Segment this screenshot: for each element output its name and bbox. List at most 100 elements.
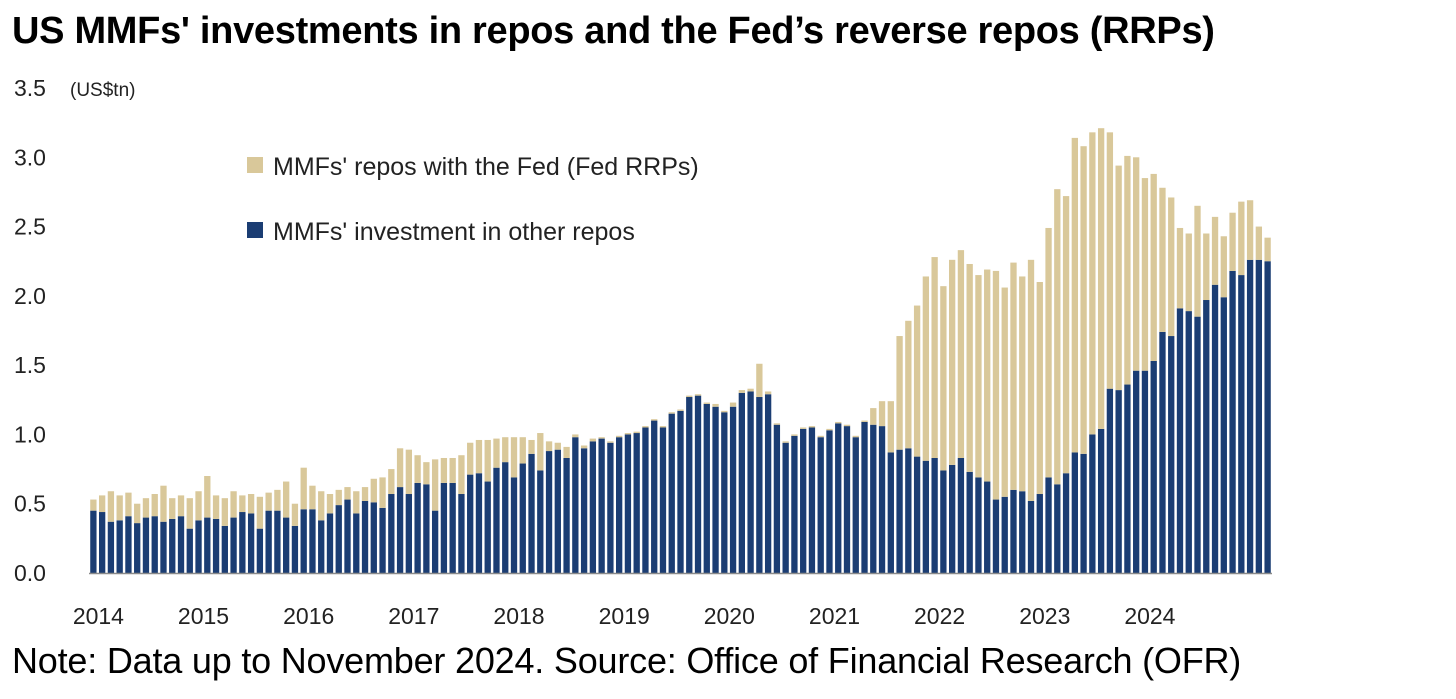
bar-fed-rrp [747, 388, 754, 392]
bar-other-repos [449, 482, 456, 573]
bar-fed-rrp [870, 408, 877, 425]
bar-other-repos [1246, 259, 1254, 573]
bar-other-repos [747, 391, 754, 573]
x-tick-label: 2014 [73, 603, 124, 629]
x-tick-label: 2015 [178, 603, 229, 629]
bar-fed-rrp [694, 394, 702, 396]
legend-label-rrp: MMFs' repos with the Fed (Fed RRPs) [273, 153, 699, 181]
bar-other-repos [309, 509, 316, 573]
bar-other-repos [195, 520, 202, 573]
source-note: Note: Data up to November 2024. Source: … [12, 640, 1242, 681]
bar-other-repos [1106, 388, 1114, 573]
bar-other-repos [694, 395, 702, 573]
bar-fed-rrp [370, 478, 377, 503]
bar-other-repos [493, 467, 500, 573]
bar-fed-rrp [607, 441, 614, 443]
bar-other-repos [949, 464, 956, 573]
bar-fed-rrp [98, 495, 106, 513]
bar-other-repos [344, 499, 351, 573]
bar-other-repos [1019, 491, 1026, 573]
bar-fed-rrp [563, 446, 570, 458]
bar-fed-rrp [300, 467, 307, 510]
bar-fed-rrp [1133, 157, 1140, 371]
bar-fed-rrp [440, 457, 448, 483]
bar-other-repos [826, 430, 833, 573]
bar-other-repos [283, 517, 290, 573]
bar-other-repos [721, 412, 728, 573]
bar-fed-rrp [1097, 128, 1105, 429]
bar-other-repos [598, 438, 605, 573]
bar-other-repos [1185, 311, 1192, 573]
bar-fed-rrp [493, 438, 500, 468]
bar-fed-rrp [817, 435, 824, 438]
bar-other-repos [1097, 428, 1105, 573]
bar-fed-rrp [221, 498, 228, 526]
bar-fed-rrp [388, 469, 395, 495]
bar-other-repos [151, 516, 158, 573]
legend-swatch-other [247, 222, 263, 238]
bar-other-repos [1027, 500, 1035, 573]
bar-fed-rrp [773, 423, 781, 425]
bar-fed-rrp [1124, 155, 1131, 385]
y-tick-label: 2.0 [14, 283, 46, 309]
bar-other-repos [379, 507, 386, 573]
chart-title: US MMFs' investments in repos and the Fe… [12, 10, 1215, 52]
bar-fed-rrp [247, 494, 255, 514]
bar-fed-rrp [686, 395, 693, 398]
bar-fed-rrp [116, 495, 123, 521]
bar-other-repos [1264, 261, 1271, 573]
bar-other-repos [572, 437, 579, 573]
bar-fed-rrp [624, 433, 632, 435]
bar-other-repos [1054, 484, 1061, 573]
bar-fed-rrp [931, 257, 938, 458]
bar-other-repos [922, 460, 930, 573]
bar-fed-rrp [431, 459, 439, 511]
bar-fed-rrp [843, 424, 851, 427]
bar-other-repos [843, 426, 851, 573]
bar-other-repos [160, 521, 167, 573]
bar-fed-rrp [510, 437, 518, 478]
bar-other-repos [1159, 331, 1166, 573]
bar-fed-rrp [580, 445, 588, 449]
x-tick-label: 2022 [914, 603, 965, 629]
bar-other-repos [1089, 434, 1096, 573]
bar-fed-rrp [642, 426, 649, 428]
bar-fed-rrp [169, 498, 176, 519]
bar-fed-rrp [90, 499, 97, 511]
bar-other-repos [239, 512, 246, 573]
bar-fed-rrp [1010, 262, 1017, 490]
bar-other-repos [204, 517, 211, 573]
bar-other-repos [1071, 452, 1078, 573]
bar-other-repos [1124, 384, 1131, 573]
bar-other-repos [274, 510, 281, 573]
bar-other-repos [423, 484, 430, 573]
bar-fed-rrp [458, 455, 465, 495]
bar-fed-rrp [1194, 205, 1201, 317]
bar-fed-rrp [1027, 259, 1035, 501]
bar-fed-rrp [1203, 233, 1210, 301]
bar-fed-rrp [703, 402, 710, 404]
bar-fed-rrp [913, 305, 921, 457]
bar-other-repos [913, 456, 921, 573]
bar-other-repos [554, 449, 561, 573]
bar-other-repos [528, 453, 535, 573]
bar-other-repos [738, 392, 745, 573]
bar-other-repos [686, 397, 693, 573]
bar-other-repos [1141, 370, 1149, 573]
bar-other-repos [537, 470, 544, 573]
bar-fed-rrp [1220, 236, 1227, 298]
bar-other-repos [878, 426, 886, 573]
bar-other-repos [1001, 496, 1008, 573]
bar-fed-rrp [633, 431, 640, 434]
bar-other-repos [186, 528, 193, 573]
bar-other-repos [975, 477, 982, 573]
bar-other-repos [651, 420, 658, 573]
bar-other-repos [624, 434, 632, 573]
legend-label-other: MMFs' investment in other repos [273, 218, 635, 246]
bar-other-repos [1133, 370, 1140, 573]
bar-other-repos [966, 471, 973, 573]
bar-fed-rrp [940, 286, 947, 471]
bar-other-repos [940, 470, 947, 573]
bar-fed-rrp [1246, 200, 1254, 260]
bar-other-repos [1150, 360, 1157, 573]
